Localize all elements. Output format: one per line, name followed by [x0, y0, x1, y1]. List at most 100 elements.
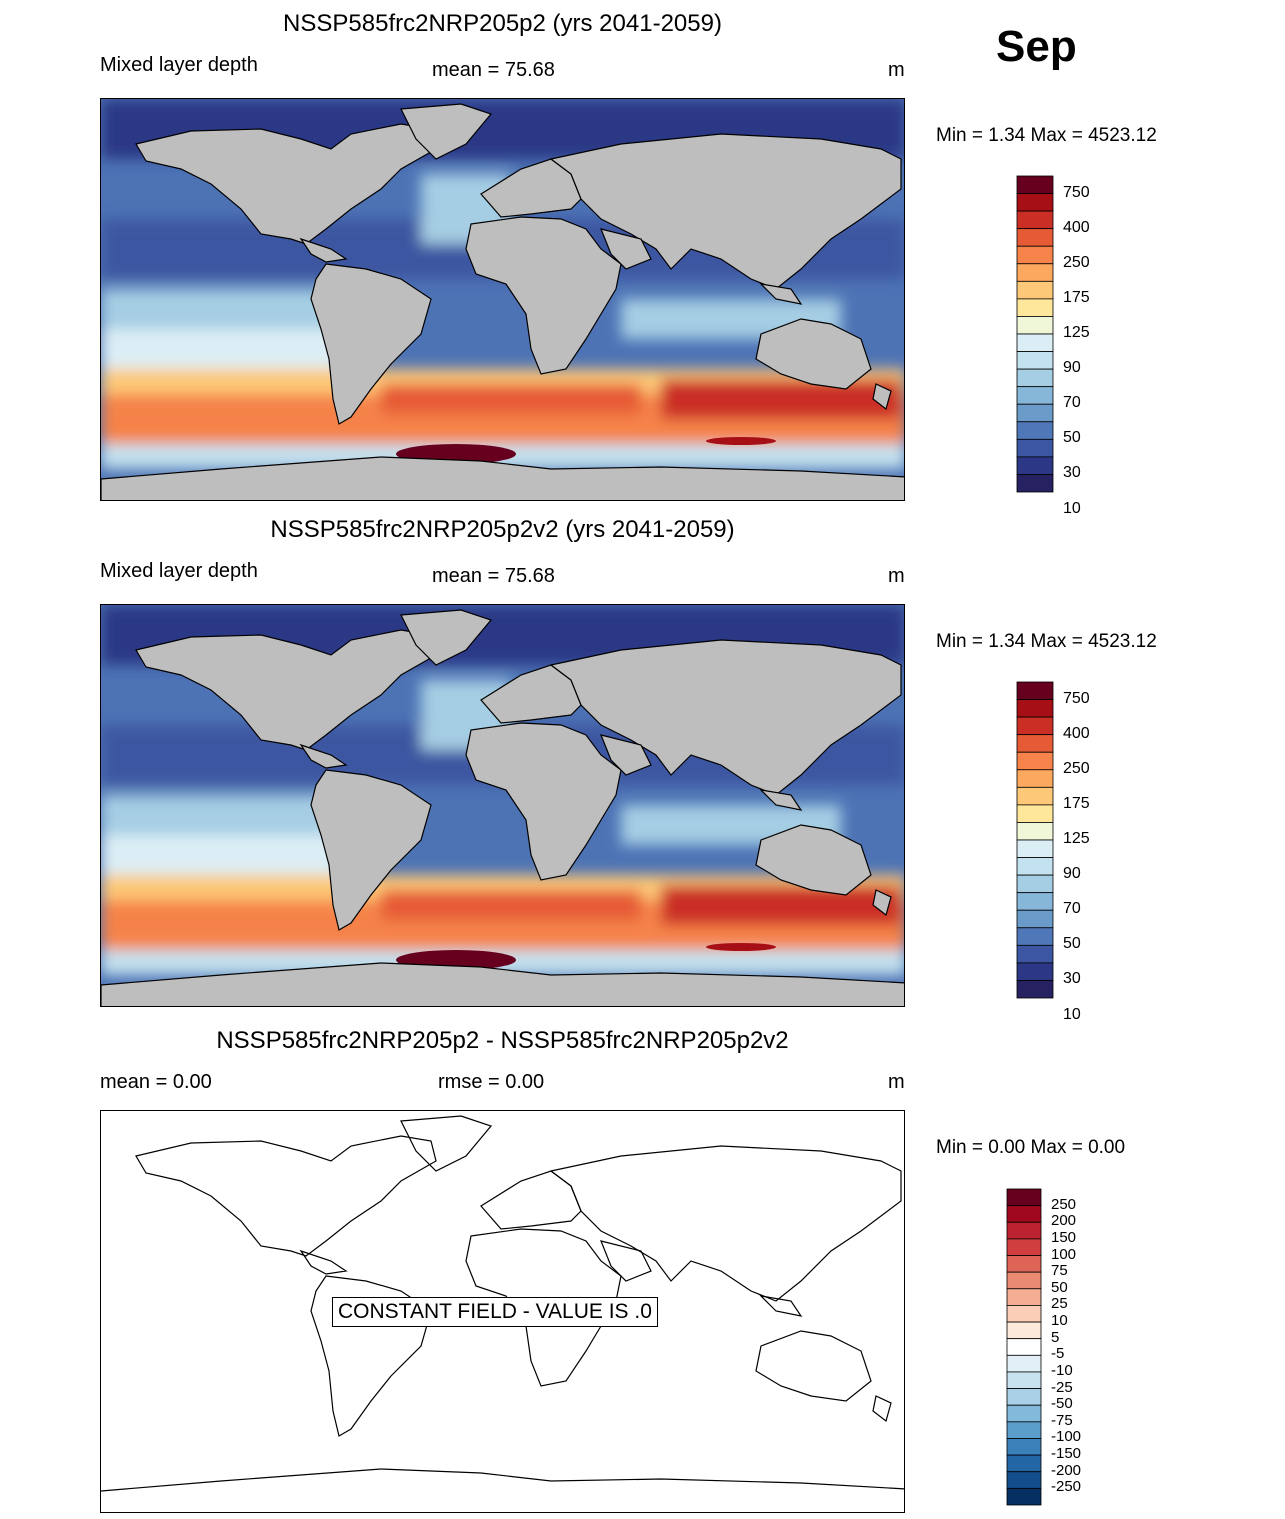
colorbar-swatch	[1016, 403, 1054, 423]
panel2-map	[100, 604, 905, 1007]
colorbar-tick-label: 125	[1063, 324, 1090, 341]
colorbar-tick-label: 50	[1063, 429, 1081, 447]
colorbar-tick-label: -25	[1051, 1378, 1073, 1396]
colorbar-swatch	[1016, 316, 1054, 335]
panel1-title: NSSP585frc2NRP205p2 (yrs 2041-2059)	[283, 10, 722, 37]
colorbar-swatch	[1006, 1438, 1042, 1456]
colorbar-swatch	[1006, 1487, 1042, 1506]
colorbar-tick-label: 75	[1051, 1262, 1068, 1280]
colorbar-tick-label: 400	[1063, 724, 1090, 742]
colorbar-tick-label: 750	[1063, 183, 1090, 201]
colorbar-tick-label: 50	[1051, 1278, 1068, 1296]
panel1-map	[100, 98, 905, 501]
constant-field-label: CONSTANT FIELD - VALUE IS .0	[332, 1297, 658, 1327]
panel3-title: NSSP585frc2NRP205p2 - NSSP585frc2NRP205p…	[216, 1027, 789, 1054]
colorbar-tick-label: 5	[1051, 1328, 1060, 1346]
colorbar-swatch	[1016, 944, 1054, 964]
colorbar-swatch	[1016, 298, 1054, 317]
colorbar-swatch	[1016, 438, 1054, 458]
colorbar-tick-label: -250	[1051, 1478, 1082, 1496]
colorbar-swatch	[1016, 228, 1054, 247]
colorbar-swatch	[1016, 839, 1054, 858]
panel1-units-label: m	[888, 59, 905, 81]
colorbar-swatch	[1006, 1321, 1042, 1340]
colorbar-tick-label: 200	[1051, 1212, 1077, 1230]
colorbar-tick-label: -10	[1051, 1361, 1073, 1379]
colorbar-tick-label: 100	[1051, 1245, 1077, 1263]
colorbar-tick-label: 125	[1063, 830, 1090, 847]
panel3-rmse-label: rmse = 0.00	[438, 1071, 545, 1093]
colorbar-tick-label: 50	[1063, 935, 1081, 953]
colorbar-swatch	[1016, 927, 1054, 946]
colorbar-tick-label: 30	[1063, 464, 1081, 482]
colorbar-swatch	[1016, 175, 1054, 194]
colorbar-swatch	[1006, 1421, 1042, 1439]
colorbar-swatch	[1006, 1305, 1042, 1323]
colorbar-swatch	[1016, 769, 1054, 788]
panel1-colorbar	[1016, 175, 1054, 493]
colorbar-tick-label: 10	[1063, 1005, 1081, 1023]
colorbar-swatch	[1016, 210, 1054, 230]
colorbar-tick-label: -5	[1051, 1345, 1065, 1363]
colorbar-swatch	[1016, 421, 1054, 440]
panel2-mean-label: mean = 75.68	[432, 565, 555, 587]
colorbar-tick-label: -75	[1051, 1411, 1073, 1429]
colorbar-swatch	[1016, 892, 1054, 911]
colorbar-tick-label: 250	[1063, 759, 1090, 777]
colorbar-swatch	[1016, 368, 1054, 388]
colorbar-swatch	[1016, 263, 1054, 282]
colorbar-swatch	[1016, 857, 1054, 876]
colorbar-swatch	[1006, 1454, 1042, 1473]
colorbar-swatch	[1006, 1338, 1042, 1356]
colorbar-tick-label: 10	[1051, 1312, 1068, 1330]
panel2-title: NSSP585frc2NRP205p2v2 (yrs 2041-2059)	[270, 516, 735, 543]
colorbar-swatch	[1006, 1188, 1042, 1207]
panel1-minmax: Min = 1.34 Max = 4523.12	[936, 125, 1157, 146]
colorbar-swatch	[1006, 1388, 1042, 1406]
panel3-minmax: Min = 0.00 Max = 0.00	[936, 1137, 1126, 1158]
panel3-colorbar	[1006, 1188, 1042, 1506]
colorbar-swatch	[1006, 1404, 1042, 1423]
colorbar-tick-label: 90	[1063, 359, 1081, 377]
panel2-variable-label: Mixed layer depth	[100, 560, 258, 582]
colorbar-swatch	[1016, 786, 1054, 806]
colorbar-swatch	[1016, 333, 1054, 352]
colorbar-tick-label: 750	[1063, 689, 1090, 707]
colorbar-tick-label: 250	[1063, 253, 1090, 271]
colorbar-swatch	[1006, 1221, 1042, 1240]
colorbar-swatch	[1016, 280, 1054, 300]
colorbar-swatch	[1016, 751, 1054, 771]
panel1-land	[101, 103, 904, 500]
colorbar-tick-label: 70	[1063, 394, 1081, 412]
colorbar-swatch	[1016, 193, 1054, 212]
colorbar-tick-label: 175	[1063, 794, 1090, 812]
colorbar-tick-label: -150	[1051, 1445, 1082, 1463]
colorbar-swatch	[1006, 1371, 1042, 1389]
colorbar-swatch	[1016, 456, 1054, 475]
colorbar-swatch	[1006, 1238, 1042, 1256]
colorbar-tick-label: 30	[1063, 970, 1081, 988]
colorbar-swatch	[1006, 1354, 1042, 1373]
colorbar-tick-label: 175	[1063, 288, 1090, 306]
panel2-minmax: Min = 1.34 Max = 4523.12	[936, 631, 1157, 652]
panel1-mean-label: mean = 75.68	[432, 59, 555, 81]
month-label: Sep	[996, 22, 1077, 71]
colorbar-swatch	[1006, 1205, 1042, 1223]
colorbar-swatch	[1016, 909, 1054, 929]
colorbar-tick-label: 25	[1051, 1295, 1068, 1313]
colorbar-tick-label: 400	[1063, 218, 1090, 236]
colorbar-swatch	[1016, 716, 1054, 736]
panel1-variable-label: Mixed layer depth	[100, 54, 258, 76]
panel3-units-label: m	[888, 1071, 905, 1093]
colorbar-tick-label: -200	[1051, 1461, 1082, 1479]
panel2-colorbar	[1016, 681, 1054, 999]
panel2-units-label: m	[888, 565, 905, 587]
colorbar-swatch	[1016, 681, 1054, 700]
colorbar-tick-label: 70	[1063, 900, 1081, 918]
colorbar-tick-label: -50	[1051, 1395, 1073, 1413]
panel3-mean-label: mean = 0.00	[100, 1071, 212, 1093]
colorbar-tick-label: 10	[1063, 499, 1081, 517]
colorbar-swatch	[1016, 699, 1054, 718]
colorbar-swatch	[1016, 804, 1054, 823]
colorbar-swatch	[1016, 822, 1054, 841]
